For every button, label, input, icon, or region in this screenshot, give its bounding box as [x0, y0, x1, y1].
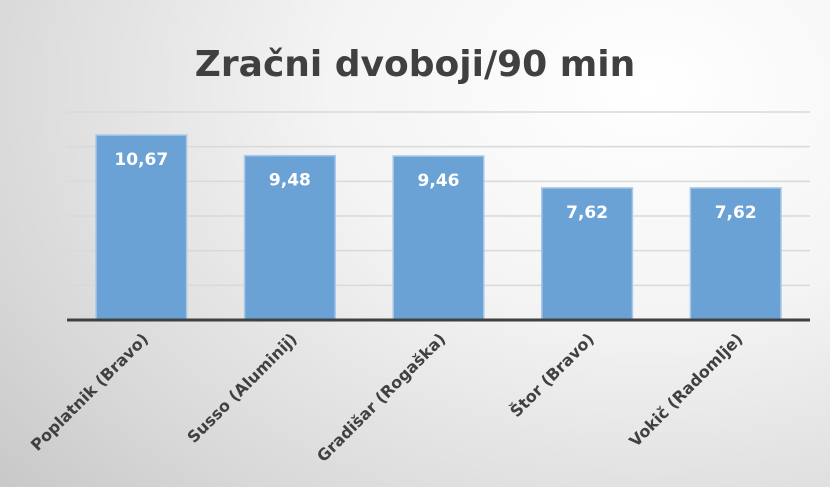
- bar: [541, 187, 634, 321]
- data-label: 9,46: [418, 171, 460, 191]
- bar: [392, 155, 485, 321]
- data-label: 10,67: [114, 150, 168, 170]
- data-label: 9,48: [269, 171, 311, 191]
- x-tick-label: Štor (Bravo): [506, 329, 598, 421]
- x-tick-labels: Poplatnik (Bravo) Susso (Aluminij) Gradiša…: [27, 329, 747, 465]
- bar: [243, 154, 336, 321]
- data-label: 7,62: [715, 203, 757, 223]
- x-tick-label: Gradišar (Rogaška): [313, 329, 449, 465]
- chart-title: Zračni dvoboji/90 min: [195, 44, 635, 85]
- bar: [689, 187, 782, 321]
- data-labels: 10,67 9,48 9,46 7,62 7,62: [114, 150, 756, 223]
- x-tick-label: Vokič (Radomlje): [625, 329, 746, 450]
- x-tick-label: Poplatnik (Bravo): [27, 329, 152, 454]
- data-label: 7,62: [566, 203, 608, 223]
- bars: [95, 134, 782, 321]
- x-tick-label: Susso (Aluminij): [183, 329, 300, 446]
